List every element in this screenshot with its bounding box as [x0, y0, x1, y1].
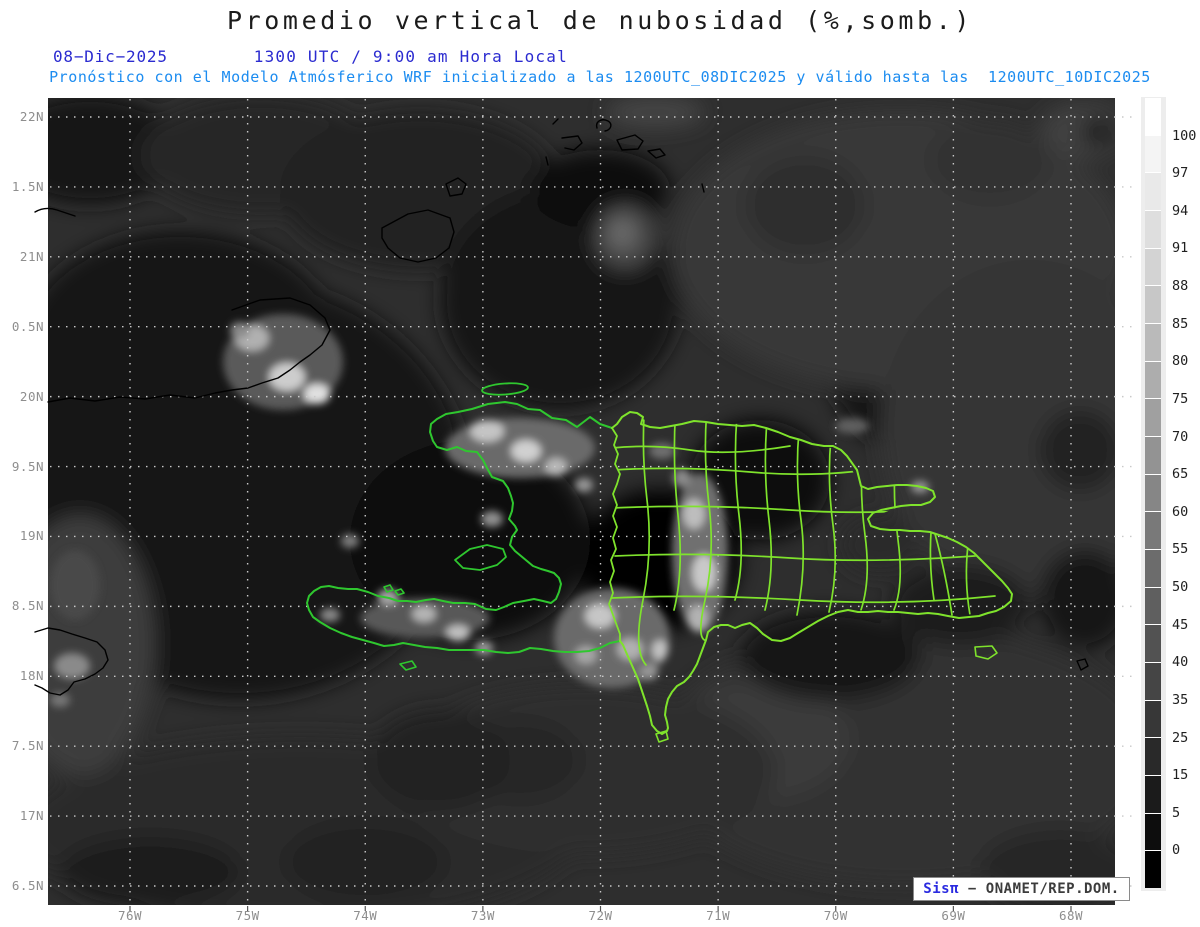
- colorbar-segment: [1145, 210, 1161, 248]
- colorbar-segment: [1145, 699, 1161, 738]
- lat-label: 6.5N: [11, 877, 44, 893]
- lat-label: 20N: [19, 388, 44, 404]
- colorbar-segment: [1145, 172, 1161, 211]
- jamaica-coastline: [34, 627, 109, 696]
- great-inagua-island: [381, 209, 455, 263]
- colorbar-label: 100: [1172, 127, 1197, 144]
- lon-label: 75W: [235, 908, 260, 923]
- colorbar-label: 70: [1172, 428, 1189, 445]
- colorbar-label: 91: [1172, 240, 1189, 257]
- colorbar-label: 0: [1172, 842, 1181, 859]
- turks-caicos-islands: [545, 118, 705, 193]
- colorbar-segment: [1145, 436, 1161, 474]
- lon-label: 74W: [353, 908, 378, 923]
- colorbar-segment: [1145, 549, 1161, 587]
- colorbar-segment: [1145, 586, 1161, 625]
- colorbar-label: 60: [1172, 503, 1189, 520]
- colorbar: [1145, 98, 1161, 889]
- lon-label: 69W: [941, 908, 966, 923]
- colorbar-segment: [1145, 247, 1161, 286]
- lat-label: 17N: [19, 808, 44, 824]
- lat-label: 22N: [19, 109, 44, 124]
- lat-label: 7.5N: [11, 738, 44, 754]
- colorbar-label: 15: [1172, 767, 1189, 784]
- colorbar-label: 97: [1172, 165, 1189, 182]
- lon-label: 76W: [117, 908, 143, 923]
- colorbar-label: 25: [1172, 729, 1189, 746]
- colorbar-label: 94: [1172, 202, 1189, 219]
- little-inagua-island: [445, 177, 467, 197]
- colorbar-segment: [1145, 624, 1161, 663]
- colorbar-label: 5: [1172, 804, 1181, 821]
- axis-tick-layer: [129, 906, 1072, 911]
- colorbar-label: 35: [1172, 691, 1189, 708]
- colorbar-label: 45: [1172, 616, 1189, 633]
- datetime-line: 08−Dic−2025 1300 UTC / 9:00 am Hora Local: [53, 47, 568, 66]
- lat-label: 0.5N: [11, 318, 44, 334]
- colorbar-segment: [1145, 285, 1161, 324]
- lon-label: 71W: [706, 908, 731, 923]
- cayemites-islands: [383, 584, 417, 671]
- cuba-coastline: [47, 297, 331, 403]
- haiti-dr-border: [608, 427, 621, 642]
- mona-island: [1076, 658, 1089, 671]
- colorbar-segment: [1145, 812, 1161, 851]
- colorbar-segment: [1145, 360, 1161, 399]
- colorbar-segment: [1145, 775, 1161, 813]
- colorbar-label: 65: [1172, 466, 1189, 483]
- hispaniola-layer: [306, 382, 1013, 743]
- haiti-coastline: [306, 401, 621, 654]
- colorbar-label: 85: [1172, 315, 1189, 332]
- colorbar-segment: [1145, 398, 1161, 437]
- lon-label: 68W: [1058, 908, 1084, 923]
- colorbar-label: 40: [1172, 654, 1189, 671]
- watermark-box: Sisπ − ONAMET/REP.DOM.: [913, 877, 1130, 901]
- lat-label: 9.5N: [11, 458, 44, 474]
- colorbar-segment: [1145, 473, 1161, 512]
- lon-label: 73W: [470, 908, 495, 923]
- colorbar-segment: [1145, 323, 1161, 361]
- lat-label: 19N: [19, 528, 44, 544]
- lat-label: 1.5N: [11, 178, 44, 194]
- forecast-time: 1300 UTC / 9:00 am Hora Local: [253, 47, 568, 66]
- tortuga-island: [481, 382, 529, 396]
- colorbar-label: 88: [1172, 278, 1189, 295]
- watermark-brand: Sisπ: [923, 881, 959, 897]
- coastline-layer: [34, 118, 1089, 696]
- colorbar-label: 50: [1172, 579, 1189, 596]
- colorbar-label: 55: [1172, 541, 1189, 558]
- watermark-credit: − ONAMET/REP.DOM.: [967, 881, 1120, 897]
- colorbar-segment: [1145, 98, 1161, 135]
- gonave-island: [454, 544, 507, 571]
- cloud-shading-layer: [48, 98, 1115, 905]
- colorbar-segment: [1145, 134, 1161, 173]
- page-title: Promedio vertical de nubosidad (%,somb.): [226, 6, 974, 35]
- model-info-line: Pronóstico con el Modelo Atmósferico WRF…: [49, 68, 1151, 86]
- cuba-north-coast: [34, 207, 76, 217]
- lat-label: 18N: [19, 668, 44, 684]
- beata-island: [655, 730, 669, 743]
- cloud-regions: [48, 98, 1115, 905]
- saona-island: [974, 645, 998, 660]
- lon-label: 72W: [588, 908, 613, 923]
- colorbar-segment: [1145, 511, 1161, 550]
- lat-label: 8.5N: [11, 598, 44, 614]
- colorbar-label: 80: [1172, 353, 1189, 370]
- colorbar-segment: [1145, 662, 1161, 700]
- colorbar-segment: [1145, 737, 1161, 776]
- colorbar-label: 75: [1172, 390, 1189, 407]
- lat-label: 21N: [19, 248, 44, 264]
- dominican-republic-coastline: [611, 411, 1013, 735]
- forecast-date: 08−Dic−2025: [53, 47, 168, 66]
- colorbar-segment: [1145, 850, 1161, 889]
- lon-label: 70W: [823, 908, 848, 923]
